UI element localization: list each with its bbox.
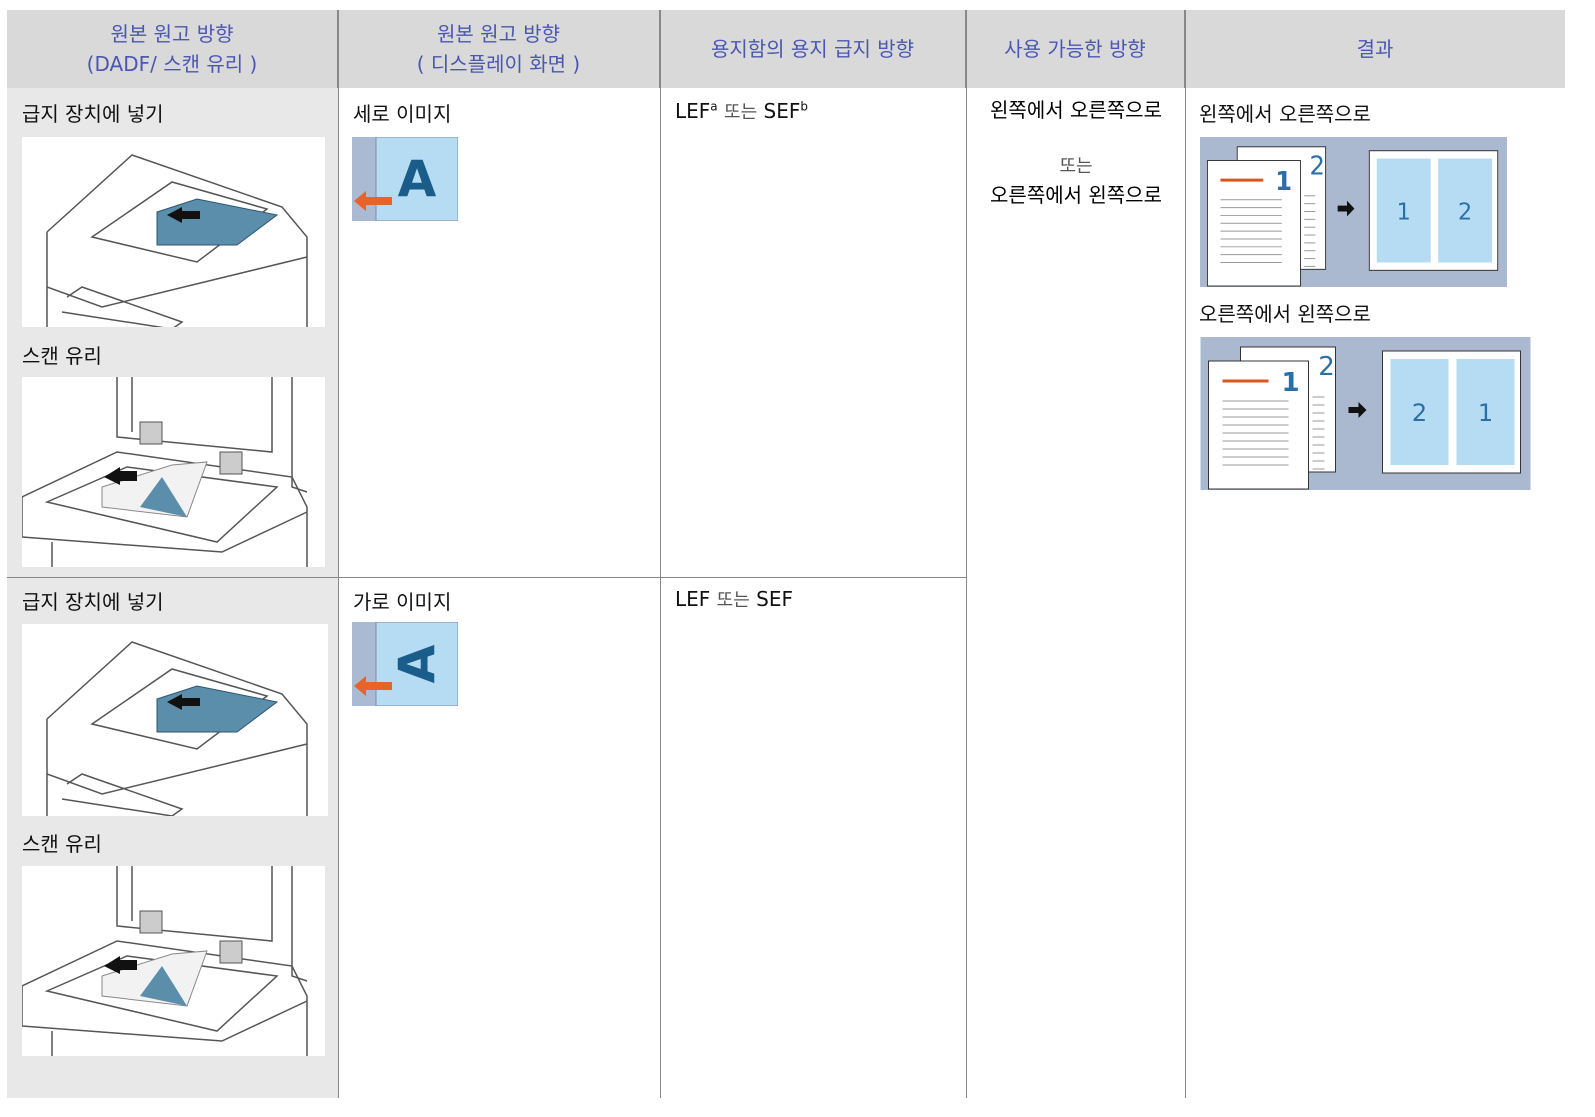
orientation-icon: A xyxy=(352,137,458,221)
header-text: 결과 xyxy=(1356,37,1394,61)
header-text: ( 디스플레이 화면 ) xyxy=(416,52,581,76)
result-panel xyxy=(1390,359,1449,465)
arrow xyxy=(1348,402,1367,418)
icon-arrow xyxy=(354,191,392,211)
result-diagram: 211 2 xyxy=(1200,137,1507,287)
header-text: 용지함의 용지 급지 방향 xyxy=(710,37,915,61)
icon-page xyxy=(375,622,458,706)
panel xyxy=(66,773,184,816)
printer-illustration xyxy=(22,624,328,816)
result-panel xyxy=(1456,359,1515,465)
printer-lid xyxy=(116,866,308,982)
printer-tray xyxy=(90,181,269,263)
orientation-label: 세로 이미지 xyxy=(353,102,452,126)
placement-label: 스캔 유리 xyxy=(22,344,102,368)
result-number: 2 xyxy=(1412,399,1427,427)
result-label: 왼쪽에서 오른쪽으로 xyxy=(1199,102,1371,126)
glass xyxy=(44,955,279,1032)
page-number: 2 xyxy=(1310,151,1325,181)
result-label: 오른쪽에서 왼쪽으로 xyxy=(1199,302,1371,326)
header-text: 사용 가능한 방향 xyxy=(1004,37,1146,61)
header-cell: 결과 xyxy=(1185,10,1565,88)
feed-text: SEF xyxy=(756,587,793,611)
printer-illustration xyxy=(22,866,325,1056)
insert-arrow xyxy=(104,956,137,974)
placement-label: 스캔 유리 xyxy=(22,832,102,856)
orientation-icon: A xyxy=(352,622,458,706)
result-number: 1 xyxy=(1397,199,1411,226)
result-panel xyxy=(1438,158,1493,263)
hinge xyxy=(139,421,163,445)
paper-corner xyxy=(140,477,187,517)
result-panel xyxy=(1376,158,1431,263)
paper-corner xyxy=(140,966,187,1006)
direction-text: 오른쪽에서 왼쪽으로 xyxy=(990,183,1162,207)
grid-line xyxy=(7,577,966,578)
hinge xyxy=(139,910,163,934)
feed-direction: LEFa 또는 SEFb xyxy=(675,98,808,124)
header-cell: 원본 원고 방향 (DADF/ 스캔 유리 ) xyxy=(7,10,338,88)
printer-body xyxy=(46,154,308,327)
insert-arrow xyxy=(104,467,137,485)
feed-text: 또는 xyxy=(716,590,750,611)
grid-line xyxy=(338,10,339,1098)
orientation-label: 가로 이미지 xyxy=(353,590,452,614)
result-number: 2 xyxy=(1458,199,1472,226)
feed-text: LEF xyxy=(675,99,711,123)
feed-direction: LEF 또는 SEF xyxy=(675,586,793,612)
printer-illustration xyxy=(22,137,325,327)
header-text: (DADF/ 스캔 유리 ) xyxy=(86,52,258,76)
icon-arrow xyxy=(354,676,392,696)
hinge xyxy=(219,451,243,475)
feed-text: SEF xyxy=(763,99,801,123)
page-number: 1 xyxy=(1281,368,1299,398)
printer-illustration xyxy=(22,377,325,567)
header-text: 원본 원고 방향 xyxy=(110,22,234,46)
printer-tray xyxy=(90,668,269,750)
insert-arrow xyxy=(167,207,200,223)
result-diagram: 212 1 xyxy=(1200,337,1531,490)
grid-line xyxy=(966,10,967,1098)
result-number: 1 xyxy=(1478,399,1493,427)
direction-text: 또는 xyxy=(1059,156,1093,177)
footnote-mark: b xyxy=(800,99,808,114)
insert-arrow xyxy=(167,694,200,710)
printer-body xyxy=(46,641,308,816)
icon-letter: A xyxy=(398,150,437,208)
header-cell: 원본 원고 방향 ( 디스플레이 화면 ) xyxy=(338,10,660,88)
feed-text: 또는 xyxy=(724,102,758,123)
page-number: 2 xyxy=(1318,352,1335,382)
icon-page xyxy=(375,137,458,221)
printer-body xyxy=(22,940,308,1056)
direction-text: 왼쪽에서 오른쪽으로 xyxy=(990,98,1162,122)
arrow xyxy=(1337,200,1355,217)
grid-line xyxy=(1185,10,1186,1098)
grid-line xyxy=(660,10,661,1098)
paper xyxy=(156,198,279,246)
placement-label: 급지 장치에 넣기 xyxy=(22,102,164,126)
printer-lid xyxy=(116,377,308,493)
printer-body xyxy=(22,451,308,567)
hinge xyxy=(219,940,243,964)
feed-text: LEF xyxy=(675,587,711,611)
glass xyxy=(44,466,279,543)
paper xyxy=(156,685,279,733)
header-cell: 사용 가능한 방향 xyxy=(966,10,1185,88)
page-number: 1 xyxy=(1275,166,1292,196)
icon-letter: A xyxy=(388,644,446,683)
panel xyxy=(66,286,184,327)
footnote-mark: a xyxy=(710,99,718,114)
placement-label: 급지 장치에 넣기 xyxy=(22,590,164,614)
header-text: 원본 원고 방향 xyxy=(436,22,561,46)
header-cell: 용지함의 용지 급지 방향 xyxy=(660,10,966,88)
